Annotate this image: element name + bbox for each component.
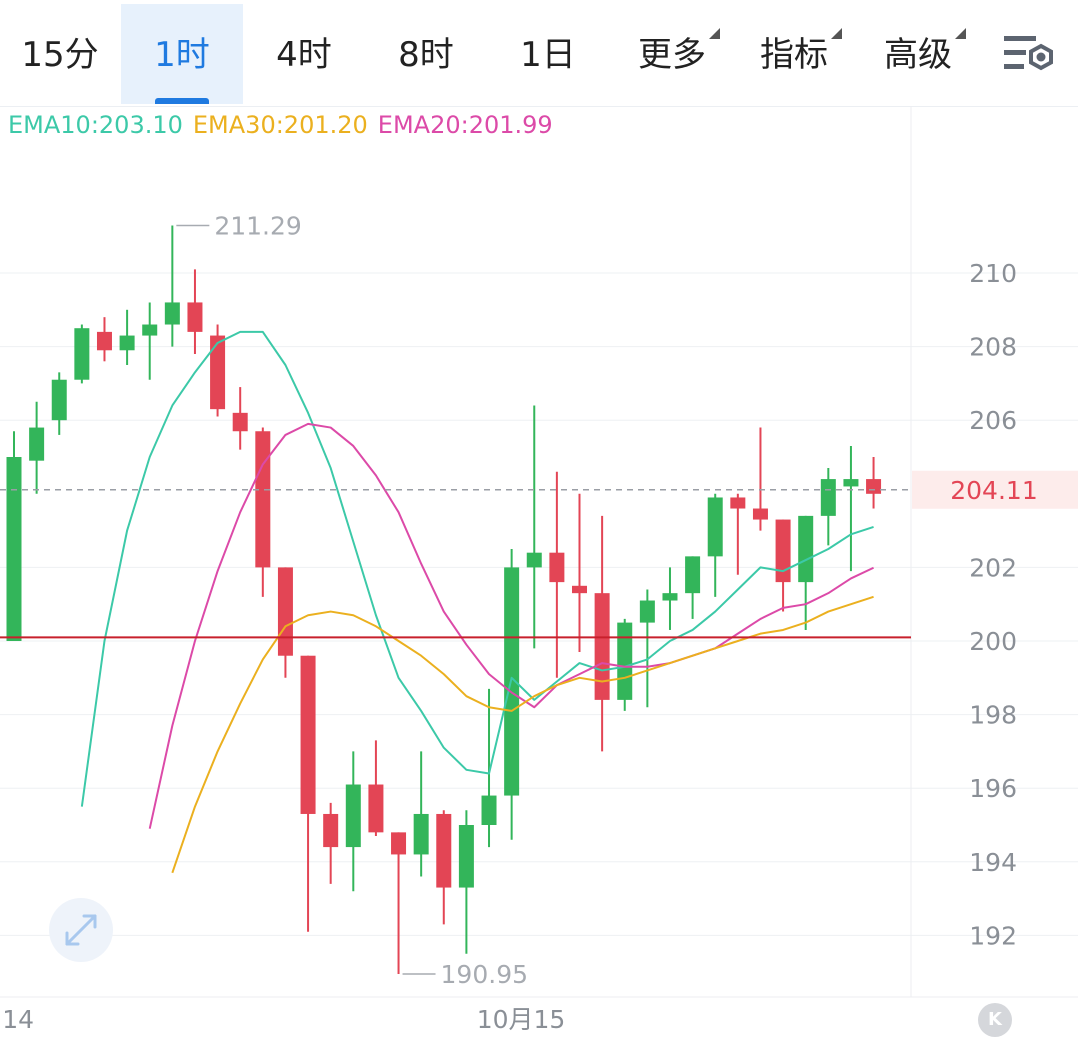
ema-lines (80, 330, 874, 874)
chart-settings-icon[interactable] (1002, 32, 1058, 78)
candlestick-chart[interactable]: 210 208 206 202 200 198 196 194 192 月14 10月15 204… (0, 106, 1078, 1039)
candle-body (232, 412, 248, 432)
candle-body (96, 331, 112, 351)
ema30-legend: EMA30:201.20 (192, 111, 368, 139)
y-tick-label: 194 (969, 848, 1017, 877)
candle-body (572, 585, 587, 594)
candle-body (458, 825, 474, 888)
ema-legend: EMA10:203.10 EMA30:201.20 EMA20:201.99 (8, 111, 563, 139)
current-price-tag (912, 470, 1078, 509)
candle-body (119, 335, 135, 351)
y-tick-label: 210 (969, 259, 1017, 288)
tab-8hour[interactable]: 8时 (374, 4, 478, 104)
candle-body (685, 556, 701, 594)
y-tick-label: 206 (969, 406, 1017, 435)
candle-body (255, 431, 271, 568)
candle-body (413, 813, 429, 855)
fullscreen-toggle-button[interactable] (49, 898, 113, 962)
timeframe-toolbar: 15分 1时 4时 8时 1日 更多 指标 高级 (0, 0, 1078, 107)
tab-label: 15分 (21, 35, 99, 75)
candle-body (51, 379, 67, 421)
y-tick-label: 196 (969, 774, 1017, 803)
ema20-legend: EMA20:201.99 (377, 111, 553, 139)
tab-15min[interactable]: 15分 (8, 4, 112, 104)
candle-body (639, 600, 655, 623)
candle-body (6, 457, 22, 641)
chart-annotations: 204.11 211.29 190.95 (0, 212, 1078, 989)
ema10-legend: EMA10:203.10 (8, 111, 183, 139)
candle-body (843, 479, 859, 487)
candle-body (820, 479, 836, 516)
candle-body (277, 567, 293, 656)
current-price-label: 204.11 (950, 476, 1037, 505)
tab-label: 4时 (276, 35, 332, 75)
y-tick-label: 198 (969, 701, 1017, 730)
candle-body (594, 593, 610, 700)
candle-body (164, 302, 180, 325)
low-price-label: 190.95 (441, 960, 528, 989)
candle-body (436, 813, 452, 888)
tab-4hour[interactable]: 4时 (252, 4, 356, 104)
candle-body (775, 519, 791, 583)
candle-body (391, 832, 407, 855)
high-price-label: 211.29 (214, 212, 301, 241)
x-axis-labels: 月14 10月15 (0, 1005, 565, 1034)
ema10-line (80, 330, 874, 807)
tab-label: 指标 (760, 35, 828, 75)
y-tick-label: 202 (969, 553, 1017, 582)
ema30-line (171, 595, 874, 874)
tab-advanced-dropdown[interactable]: 高级 (872, 4, 976, 104)
candle-body (187, 302, 203, 332)
candle-body (368, 784, 384, 833)
x-tick-label: 10月15 (477, 1005, 566, 1034)
candle-body (345, 784, 361, 848)
tab-1hour[interactable]: 1时 (121, 4, 243, 104)
expand-icon (65, 914, 97, 946)
tab-1day[interactable]: 1日 (496, 4, 600, 104)
candle-body (798, 515, 814, 583)
tab-label: 8时 (398, 35, 454, 75)
candle-body (29, 427, 45, 461)
dropdown-corner-icon (955, 28, 966, 39)
tab-more-dropdown[interactable]: 更多 (626, 4, 730, 104)
tab-label: 1时 (154, 35, 210, 75)
y-tick-label: 192 (969, 921, 1017, 950)
candle-body (730, 497, 746, 509)
candle-body (526, 552, 542, 568)
scroll-to-latest-button[interactable]: K (978, 1003, 1012, 1037)
candle-body (481, 795, 497, 825)
active-tab-indicator (155, 98, 209, 104)
ema20-line (148, 422, 874, 829)
candle-body (142, 324, 158, 336)
y-tick-label: 200 (969, 627, 1017, 656)
tab-label: 1日 (520, 35, 576, 75)
dropdown-corner-icon (831, 28, 842, 39)
candle-body (707, 497, 723, 557)
candle-body (323, 813, 339, 848)
candle-body (210, 335, 226, 410)
candle-body (617, 622, 633, 700)
tab-label: 高级 (884, 35, 952, 75)
grid-lines (0, 106, 1078, 998)
y-tick-label: 208 (969, 333, 1017, 362)
dropdown-corner-icon (709, 28, 720, 39)
candle-body (74, 328, 90, 380)
candle-body (549, 552, 565, 583)
candles (6, 225, 882, 975)
candle-body (752, 508, 768, 520)
candle-body (300, 655, 316, 814)
candle-body (866, 479, 882, 494)
x-tick-label: 月14 (0, 1005, 34, 1034)
y-axis-labels: 210 208 206 202 200 198 196 194 192 (969, 259, 1017, 950)
tab-indicators-dropdown[interactable]: 指标 (748, 4, 852, 104)
candle-body (662, 593, 678, 601)
tab-label: 更多 (638, 35, 706, 75)
